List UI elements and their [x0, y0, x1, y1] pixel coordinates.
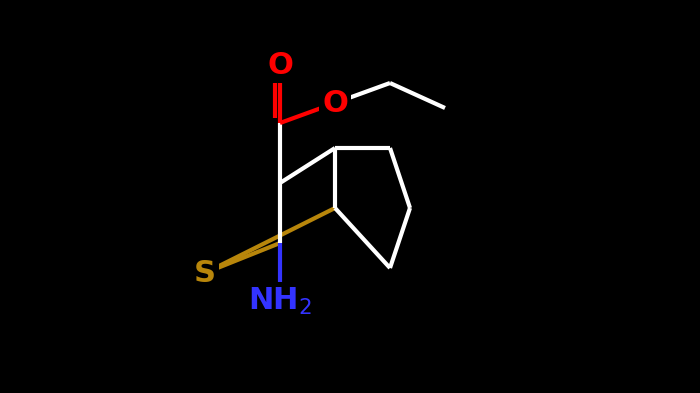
Text: S: S	[194, 259, 216, 288]
Text: O: O	[267, 50, 293, 79]
Text: NH$_2$: NH$_2$	[248, 285, 312, 316]
Text: O: O	[322, 88, 348, 118]
